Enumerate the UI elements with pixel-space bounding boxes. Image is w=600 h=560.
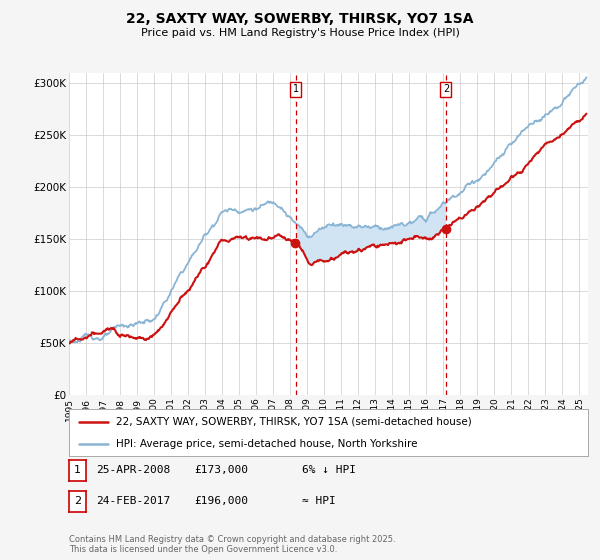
Text: Contains HM Land Registry data © Crown copyright and database right 2025.
This d: Contains HM Land Registry data © Crown c… <box>69 535 395 554</box>
Text: 6% ↓ HPI: 6% ↓ HPI <box>302 465 356 475</box>
Text: 25-APR-2008: 25-APR-2008 <box>97 465 171 475</box>
Text: 1: 1 <box>293 84 299 94</box>
Text: Price paid vs. HM Land Registry's House Price Index (HPI): Price paid vs. HM Land Registry's House … <box>140 28 460 38</box>
Text: HPI: Average price, semi-detached house, North Yorkshire: HPI: Average price, semi-detached house,… <box>116 438 417 449</box>
Text: £196,000: £196,000 <box>194 496 248 506</box>
Text: £173,000: £173,000 <box>194 465 248 475</box>
Text: ≈ HPI: ≈ HPI <box>302 496 335 506</box>
Text: 2: 2 <box>74 496 81 506</box>
Text: 24-FEB-2017: 24-FEB-2017 <box>97 496 171 506</box>
Text: 2: 2 <box>443 84 449 94</box>
Text: 22, SAXTY WAY, SOWERBY, THIRSK, YO7 1SA: 22, SAXTY WAY, SOWERBY, THIRSK, YO7 1SA <box>126 12 474 26</box>
Text: 22, SAXTY WAY, SOWERBY, THIRSK, YO7 1SA (semi-detached house): 22, SAXTY WAY, SOWERBY, THIRSK, YO7 1SA … <box>116 417 472 427</box>
Text: 1: 1 <box>74 465 81 475</box>
